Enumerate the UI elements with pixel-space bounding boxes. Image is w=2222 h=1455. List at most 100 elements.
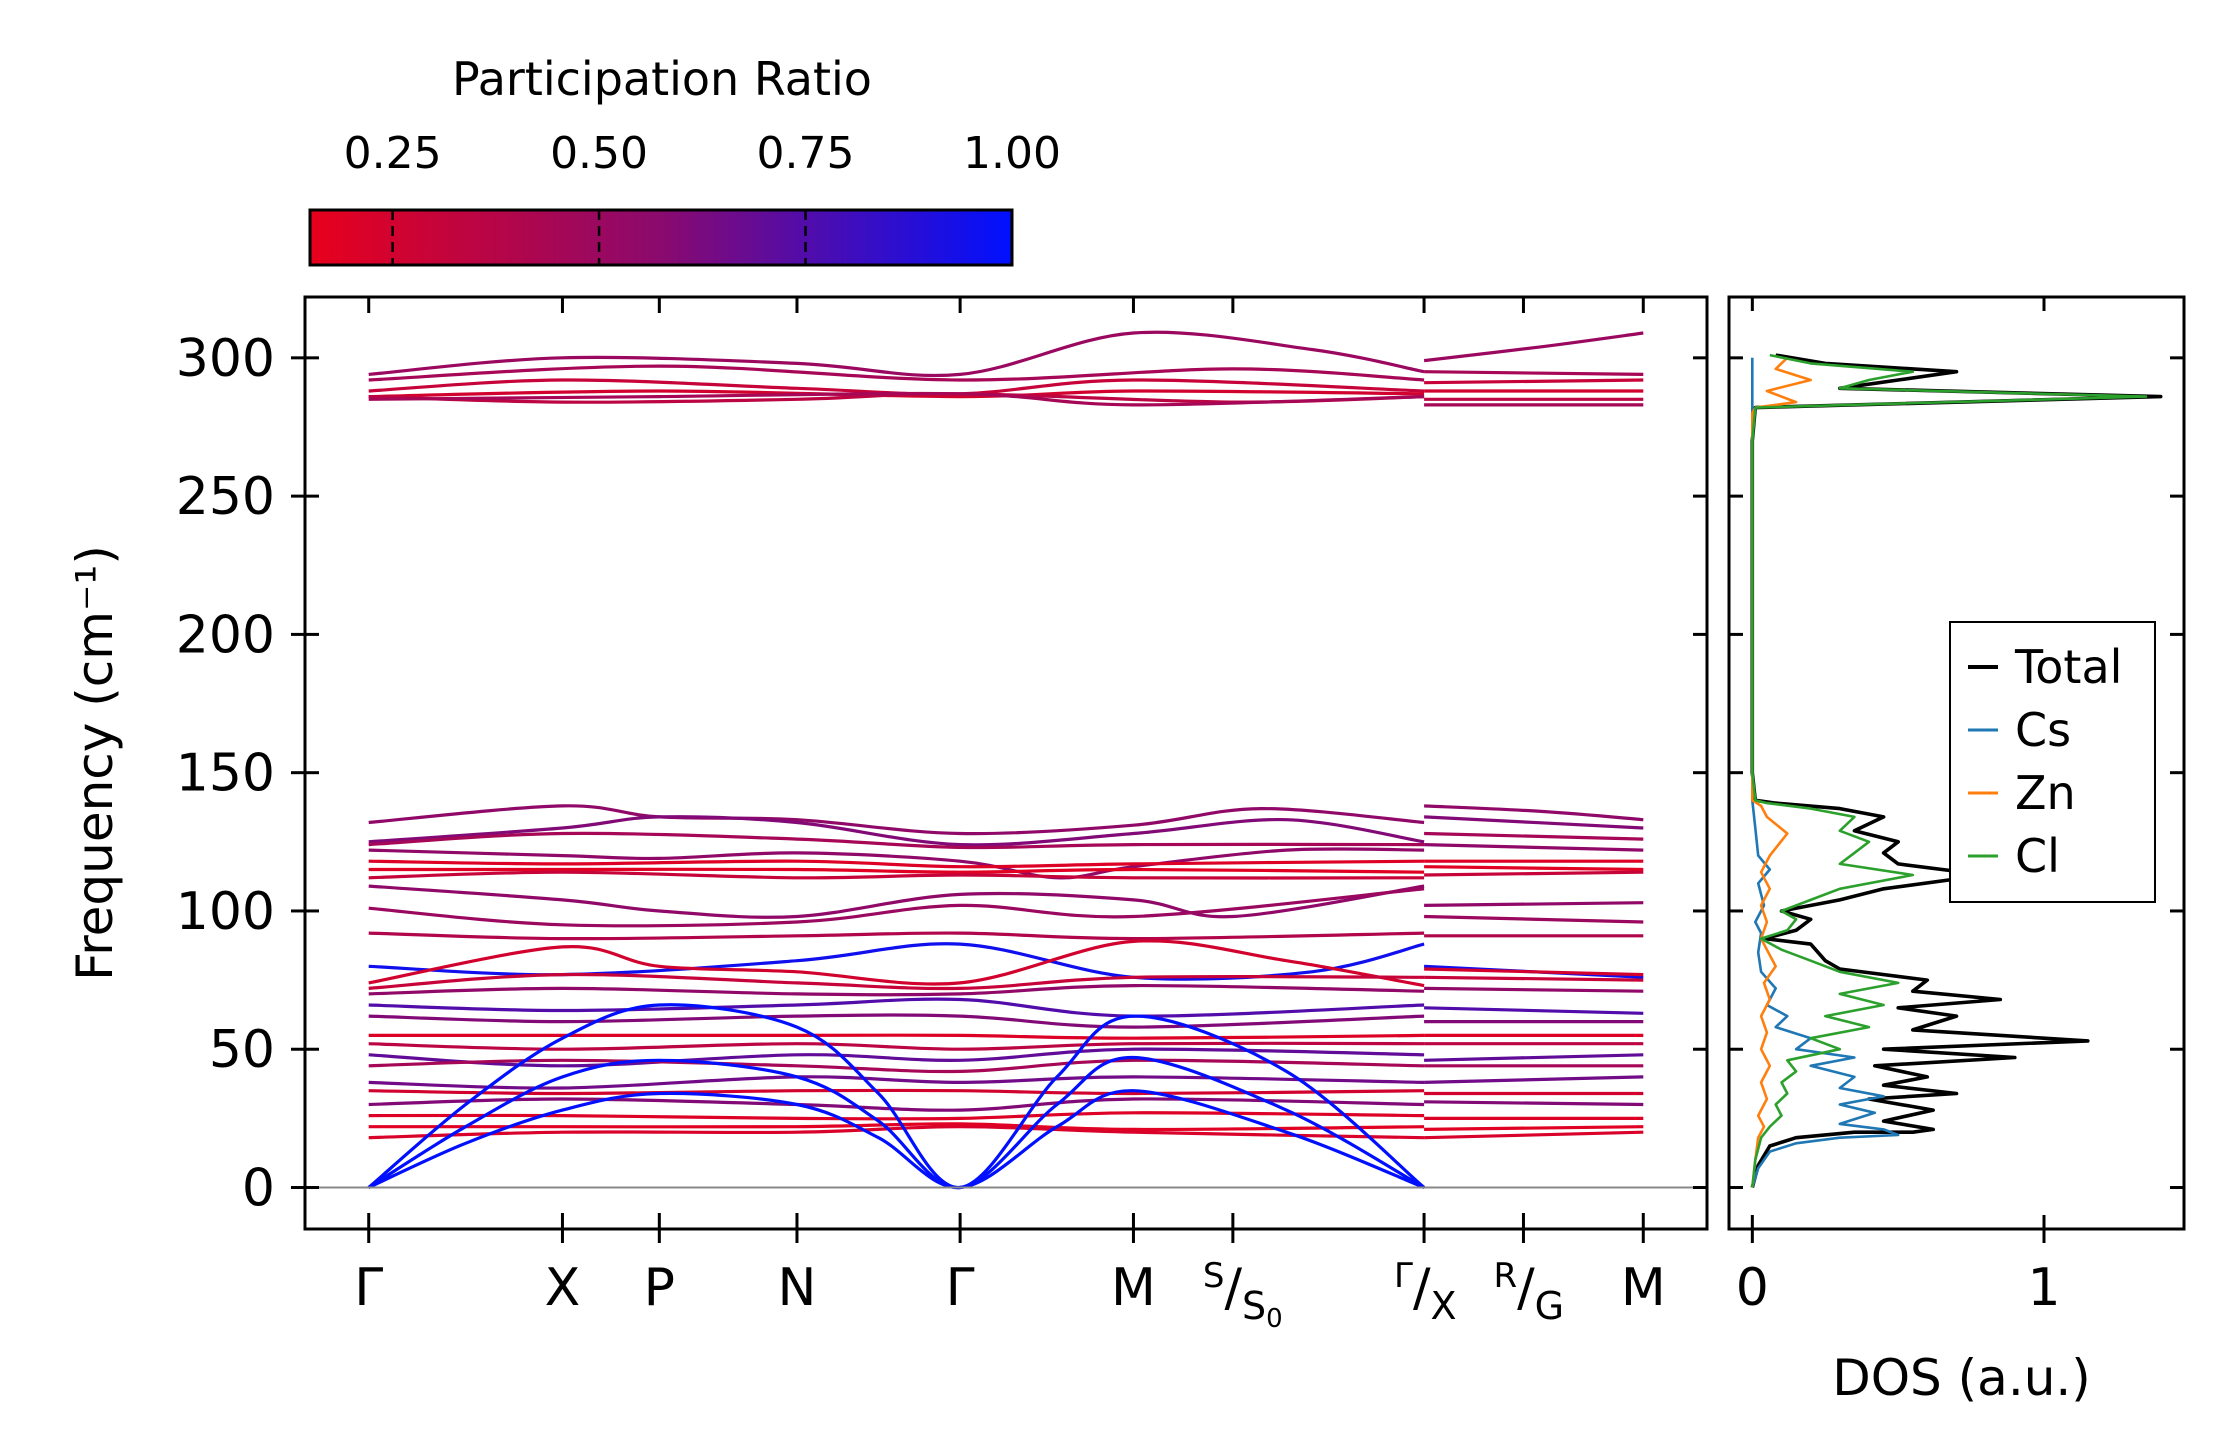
band-top-6 xyxy=(368,391,1425,407)
band-plot-frame xyxy=(303,295,1709,1231)
band-low-13-b xyxy=(1424,1100,1644,1107)
kpoint-label-slash: / xyxy=(1517,1258,1535,1318)
legend-label: Zn xyxy=(2015,766,2076,820)
band-acoustic-1 xyxy=(368,1089,1425,1190)
band-low-6 xyxy=(368,1013,1425,1029)
band-mid-8-b xyxy=(1424,901,1644,907)
y-tick-label: 300 xyxy=(176,329,275,389)
band-low-16 xyxy=(368,1125,1425,1140)
band-mid-5 xyxy=(368,859,1425,869)
band-mid-3 xyxy=(368,831,1425,850)
kpoint-label: M xyxy=(1621,1258,1666,1318)
kpoint-label: P xyxy=(644,1258,675,1318)
kpoint-label-main: X xyxy=(1431,1284,1457,1328)
band-acoustic-2 xyxy=(367,1055,1425,1190)
dos-line-cl xyxy=(1751,353,2148,1188)
kpoint-label-slash: / xyxy=(1413,1258,1431,1318)
band-mid-4 xyxy=(368,847,1425,880)
kpoint-label-sub: 0 xyxy=(1266,1304,1283,1334)
high-symmetry-lines xyxy=(367,297,1645,1243)
y-axis-label: Frequency (cm⁻¹) xyxy=(66,545,124,981)
band-low-12 xyxy=(368,1088,1425,1096)
dos-x-tick-label: 1 xyxy=(2027,1258,2060,1318)
band-low-16-b xyxy=(1424,1130,1644,1140)
colorbar-tick-labels: 0.25 0.50 0.75 1.00 xyxy=(344,128,1061,179)
y-tick-label: 0 xyxy=(242,1159,275,1219)
band-mid-1-b xyxy=(1424,804,1644,822)
band-top-1 xyxy=(368,330,1425,378)
band-top-2 xyxy=(368,364,1425,382)
band-top-2-b xyxy=(1424,370,1644,376)
band-low-1 xyxy=(368,942,1425,981)
band-low-14 xyxy=(368,1111,1425,1121)
colorbar-gradient xyxy=(308,208,1014,267)
band-low-2 xyxy=(368,939,1425,988)
band-low-9 xyxy=(368,1047,1425,1068)
band-mid-7-b xyxy=(1424,870,1644,877)
band-low-11-b xyxy=(1424,1075,1644,1084)
kpoint-label: Γ xyxy=(354,1258,383,1318)
kpoint-label-main: G xyxy=(1535,1284,1564,1328)
band-low-4-b xyxy=(1424,986,1644,993)
dos-line-cs xyxy=(1751,357,1900,1188)
band-low-3-b xyxy=(1424,975,1644,982)
kpoint-label: N xyxy=(778,1258,817,1318)
kpoint-label-compound: Γ/X xyxy=(1394,1256,1457,1328)
kpoint-label: Γ xyxy=(946,1258,975,1318)
dos-line-zn xyxy=(1751,356,1812,1188)
band-low-7 xyxy=(368,1033,1425,1040)
band-low-4 xyxy=(368,983,1425,997)
legend-label: Cl xyxy=(2015,829,2060,883)
colorbar-title: Participation Ratio xyxy=(452,52,872,106)
band-low-9-b xyxy=(1424,1053,1644,1062)
kpoint-label-compound: S/S0 xyxy=(1203,1256,1283,1334)
band-low-11 xyxy=(368,1075,1425,1090)
kpoint-label: X xyxy=(545,1258,581,1318)
band-top-1-b xyxy=(1423,331,1644,363)
band-mid-6 xyxy=(368,867,1425,874)
kpoint-label-sup: Γ xyxy=(1394,1256,1413,1296)
band-low-10 xyxy=(368,1058,1425,1074)
band-mid-2-b xyxy=(1424,815,1644,830)
band-low-5-b xyxy=(1424,1006,1644,1015)
band-mid-10 xyxy=(368,931,1425,941)
kpoint-label: M xyxy=(1111,1258,1156,1318)
y-tick-label: 50 xyxy=(209,1020,275,1080)
dos-plot-frame xyxy=(1727,295,2186,1231)
y-tick-label: 250 xyxy=(176,467,275,527)
band-top-3-b xyxy=(1424,378,1644,385)
colorbar-tick-marks xyxy=(391,210,807,265)
kpoint-label-sup: R xyxy=(1493,1256,1517,1296)
band-low-15 xyxy=(368,1122,1425,1132)
kpoint-label-slash: / xyxy=(1224,1258,1242,1318)
y-tick-label: 200 xyxy=(176,605,275,665)
kpoint-label-main: S xyxy=(1242,1284,1266,1328)
band-top-4 xyxy=(368,389,1425,399)
legend-label: Total xyxy=(2014,640,2122,694)
band-mid-3-b xyxy=(1424,831,1644,841)
colorbar-tick-label: 0.75 xyxy=(757,128,855,179)
dos-legend: Total Cs Zn Cl xyxy=(1949,621,2156,903)
legend-label: Cs xyxy=(2015,703,2071,757)
band-mid-9 xyxy=(368,887,1425,928)
band-low-3 xyxy=(368,972,1425,991)
band-low-13 xyxy=(368,1097,1425,1112)
colorbar-tick-label: 1.00 xyxy=(963,128,1061,179)
y-tick-label: 100 xyxy=(176,882,275,942)
kpoint-label-sup: S xyxy=(1203,1256,1225,1296)
colorbar: Participation Ratio 0.25 0.50 0.75 1.00 xyxy=(308,52,1061,267)
colorbar-tick-label: 0.25 xyxy=(344,128,442,179)
band-mid-1 xyxy=(368,804,1425,836)
band-mid-8 xyxy=(368,884,1425,919)
band-low-15-b xyxy=(1424,1125,1644,1131)
y-axis-ticks: 0 50 100 150 200 250 300 xyxy=(176,329,1707,1219)
dos-x-tick-label: 0 xyxy=(1736,1258,1769,1318)
colorbar-tick-label: 0.50 xyxy=(550,128,648,179)
x-axis-labels: Γ X P N Γ M S/S0Γ/XR/G M xyxy=(354,1256,1665,1334)
band-low-2-b xyxy=(1424,967,1644,977)
band-lines xyxy=(367,330,1644,1190)
